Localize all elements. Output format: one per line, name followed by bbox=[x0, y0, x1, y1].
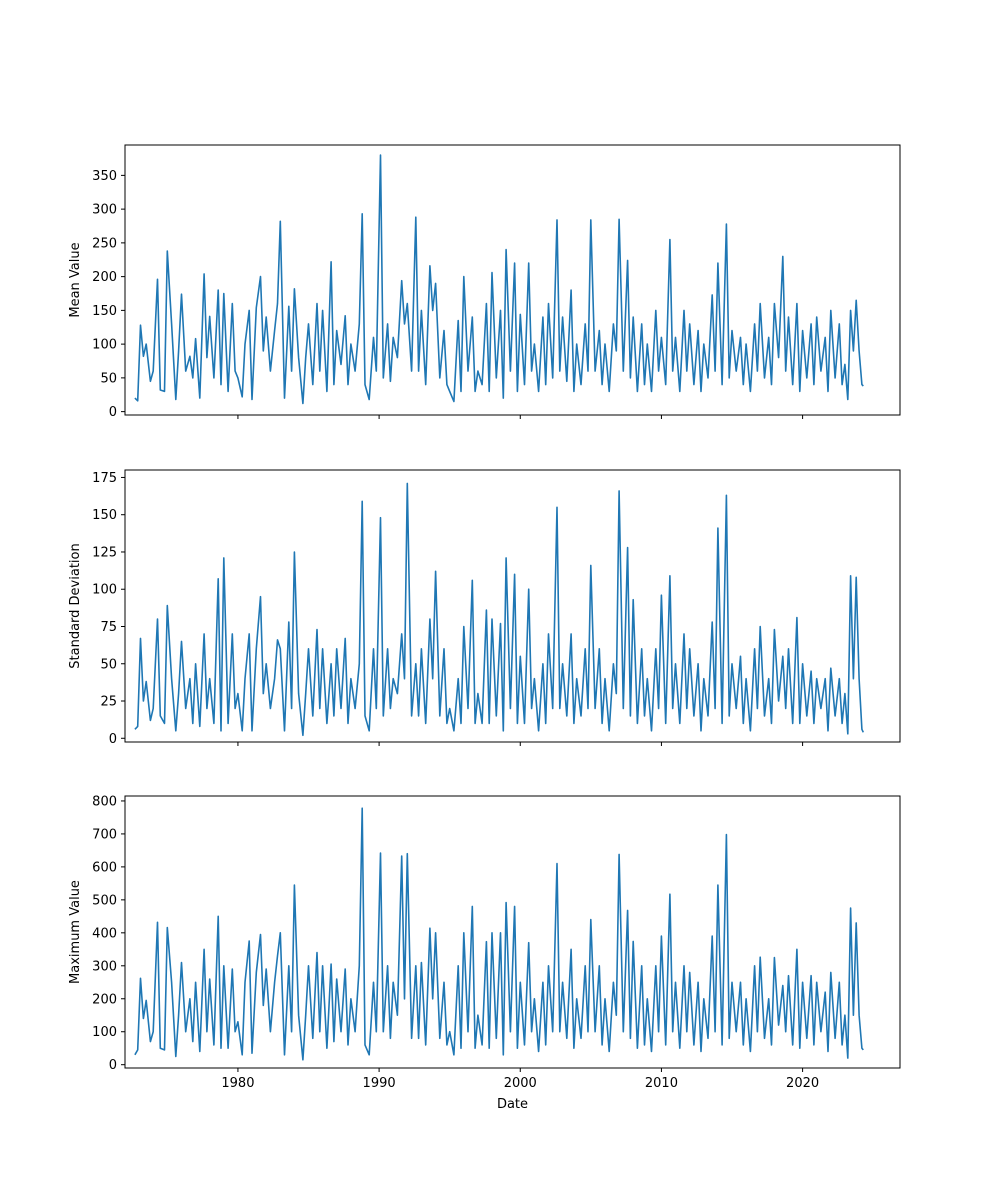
mean-value-y-tick-label: 200 bbox=[92, 270, 117, 285]
mean-value-y-tick-label: 50 bbox=[100, 371, 117, 386]
standard-deviation-y-tick-label: 100 bbox=[92, 583, 117, 598]
standard-deviation-y-tick-label: 0 bbox=[109, 732, 117, 747]
standard-deviation-axes-frame bbox=[124, 469, 901, 743]
standard-deviation-y-axis-label: Standard Deviation bbox=[68, 543, 83, 668]
maximum-value-x-tick-label: 2000 bbox=[504, 1076, 537, 1091]
mean-value-y-tick-label: 300 bbox=[92, 203, 117, 218]
standard-deviation-y-tick-label: 150 bbox=[92, 508, 117, 523]
mean-value-axes-frame bbox=[124, 144, 901, 416]
maximum-value-y-ticks: 0 100 200 300 400 500 600 700 800 bbox=[92, 794, 125, 1073]
subplot-maximum-value: 0 100 200 300 400 500 600 700 800 1980 1990 2000 20… bbox=[68, 794, 901, 1112]
mean-value-y-axis-label: Mean Value bbox=[68, 242, 83, 317]
standard-deviation-series-line bbox=[134, 482, 865, 737]
maximum-value-y-tick-label: 100 bbox=[92, 1025, 117, 1040]
standard-deviation-y-tick-label: 25 bbox=[100, 695, 117, 710]
maximum-value-y-tick-label: 0 bbox=[109, 1058, 117, 1073]
maximum-value-x-ticks: 1980 1990 2000 2010 2020 bbox=[221, 1068, 819, 1091]
standard-deviation-y-tick-label: 125 bbox=[92, 545, 117, 560]
maximum-value-x-tick-label: 2020 bbox=[786, 1076, 819, 1091]
maximum-value-y-tick-label: 700 bbox=[92, 827, 117, 842]
mean-value-y-ticks: 0 50 100 150 200 250 300 350 bbox=[92, 169, 125, 420]
subplot-mean-value: 0 50 100 150 200 250 300 350 Mean Value bbox=[68, 144, 901, 420]
maximum-value-y-tick-label: 300 bbox=[92, 959, 117, 974]
maximum-value-x-tick-label: 1980 bbox=[221, 1076, 254, 1091]
mean-value-series-line bbox=[134, 154, 864, 405]
maximum-value-y-tick-label: 400 bbox=[92, 926, 117, 941]
standard-deviation-x-ticks bbox=[237, 742, 804, 746]
standard-deviation-y-tick-label: 50 bbox=[100, 657, 117, 672]
standard-deviation-y-tick-label: 175 bbox=[92, 471, 117, 486]
maximum-value-axes-frame bbox=[124, 795, 901, 1069]
mean-value-y-tick-label: 150 bbox=[92, 304, 117, 319]
maximum-value-y-tick-label: 800 bbox=[92, 794, 117, 809]
standard-deviation-y-tick-label: 75 bbox=[100, 620, 117, 635]
maximum-value-y-tick-label: 500 bbox=[92, 893, 117, 908]
maximum-value-x-tick-label: 2010 bbox=[645, 1076, 678, 1091]
date-x-axis-label: Date bbox=[497, 1097, 528, 1112]
mean-value-y-tick-label: 350 bbox=[92, 169, 117, 184]
mean-value-y-tick-label: 0 bbox=[109, 405, 117, 420]
maximum-value-y-axis-label: Maximum Value bbox=[68, 880, 83, 984]
mean-value-y-tick-label: 100 bbox=[92, 338, 117, 353]
mean-value-x-ticks bbox=[237, 415, 804, 419]
mean-value-y-tick-label: 250 bbox=[92, 236, 117, 251]
maximum-value-y-tick-label: 600 bbox=[92, 860, 117, 875]
maximum-value-y-tick-label: 200 bbox=[92, 992, 117, 1007]
standard-deviation-y-ticks: 0 25 50 75 100 125 150 175 bbox=[92, 471, 125, 747]
maximum-value-x-tick-label: 1990 bbox=[363, 1076, 396, 1091]
maximum-value-series-line bbox=[134, 807, 864, 1061]
subplot-standard-deviation: 0 25 50 75 100 125 150 175 Standard Deviation bbox=[68, 469, 901, 747]
